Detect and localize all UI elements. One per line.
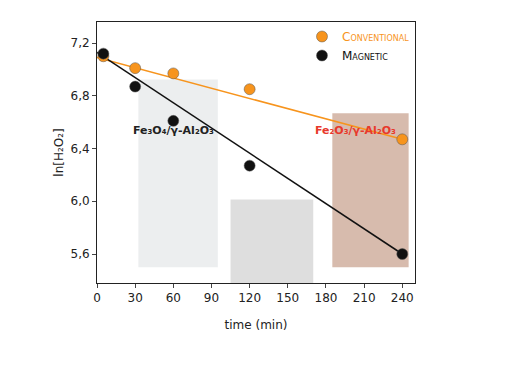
svg-text:6,8: 6,8 xyxy=(71,89,90,103)
svg-text:180: 180 xyxy=(315,291,338,305)
svg-text:Conventional: Conventional xyxy=(342,30,409,44)
svg-text:6,0: 6,0 xyxy=(71,194,90,208)
svg-text:6,4: 6,4 xyxy=(71,142,90,156)
svg-text:90: 90 xyxy=(204,291,219,305)
svg-text:ln[H₂O₂]: ln[H₂O₂] xyxy=(52,128,66,176)
svg-text:210: 210 xyxy=(353,291,376,305)
svg-text:60: 60 xyxy=(166,291,181,305)
svg-text:30: 30 xyxy=(128,291,143,305)
svg-text:240: 240 xyxy=(391,291,414,305)
svg-text:5,6: 5,6 xyxy=(71,247,90,261)
svg-text:Fe₂O₃/γ-Al₂O₃: Fe₂O₃/γ-Al₂O₃ xyxy=(315,124,396,137)
svg-text:150: 150 xyxy=(276,291,299,305)
svg-text:120: 120 xyxy=(238,291,261,305)
svg-text:time (min): time (min) xyxy=(225,318,288,332)
svg-text:Fe₃O₄/γ-Al₂O₃: Fe₃O₄/γ-Al₂O₃ xyxy=(133,124,214,137)
svg-text:0: 0 xyxy=(93,291,101,305)
svg-text:Magnetic: Magnetic xyxy=(342,49,388,63)
svg-text:7,2: 7,2 xyxy=(71,36,90,50)
